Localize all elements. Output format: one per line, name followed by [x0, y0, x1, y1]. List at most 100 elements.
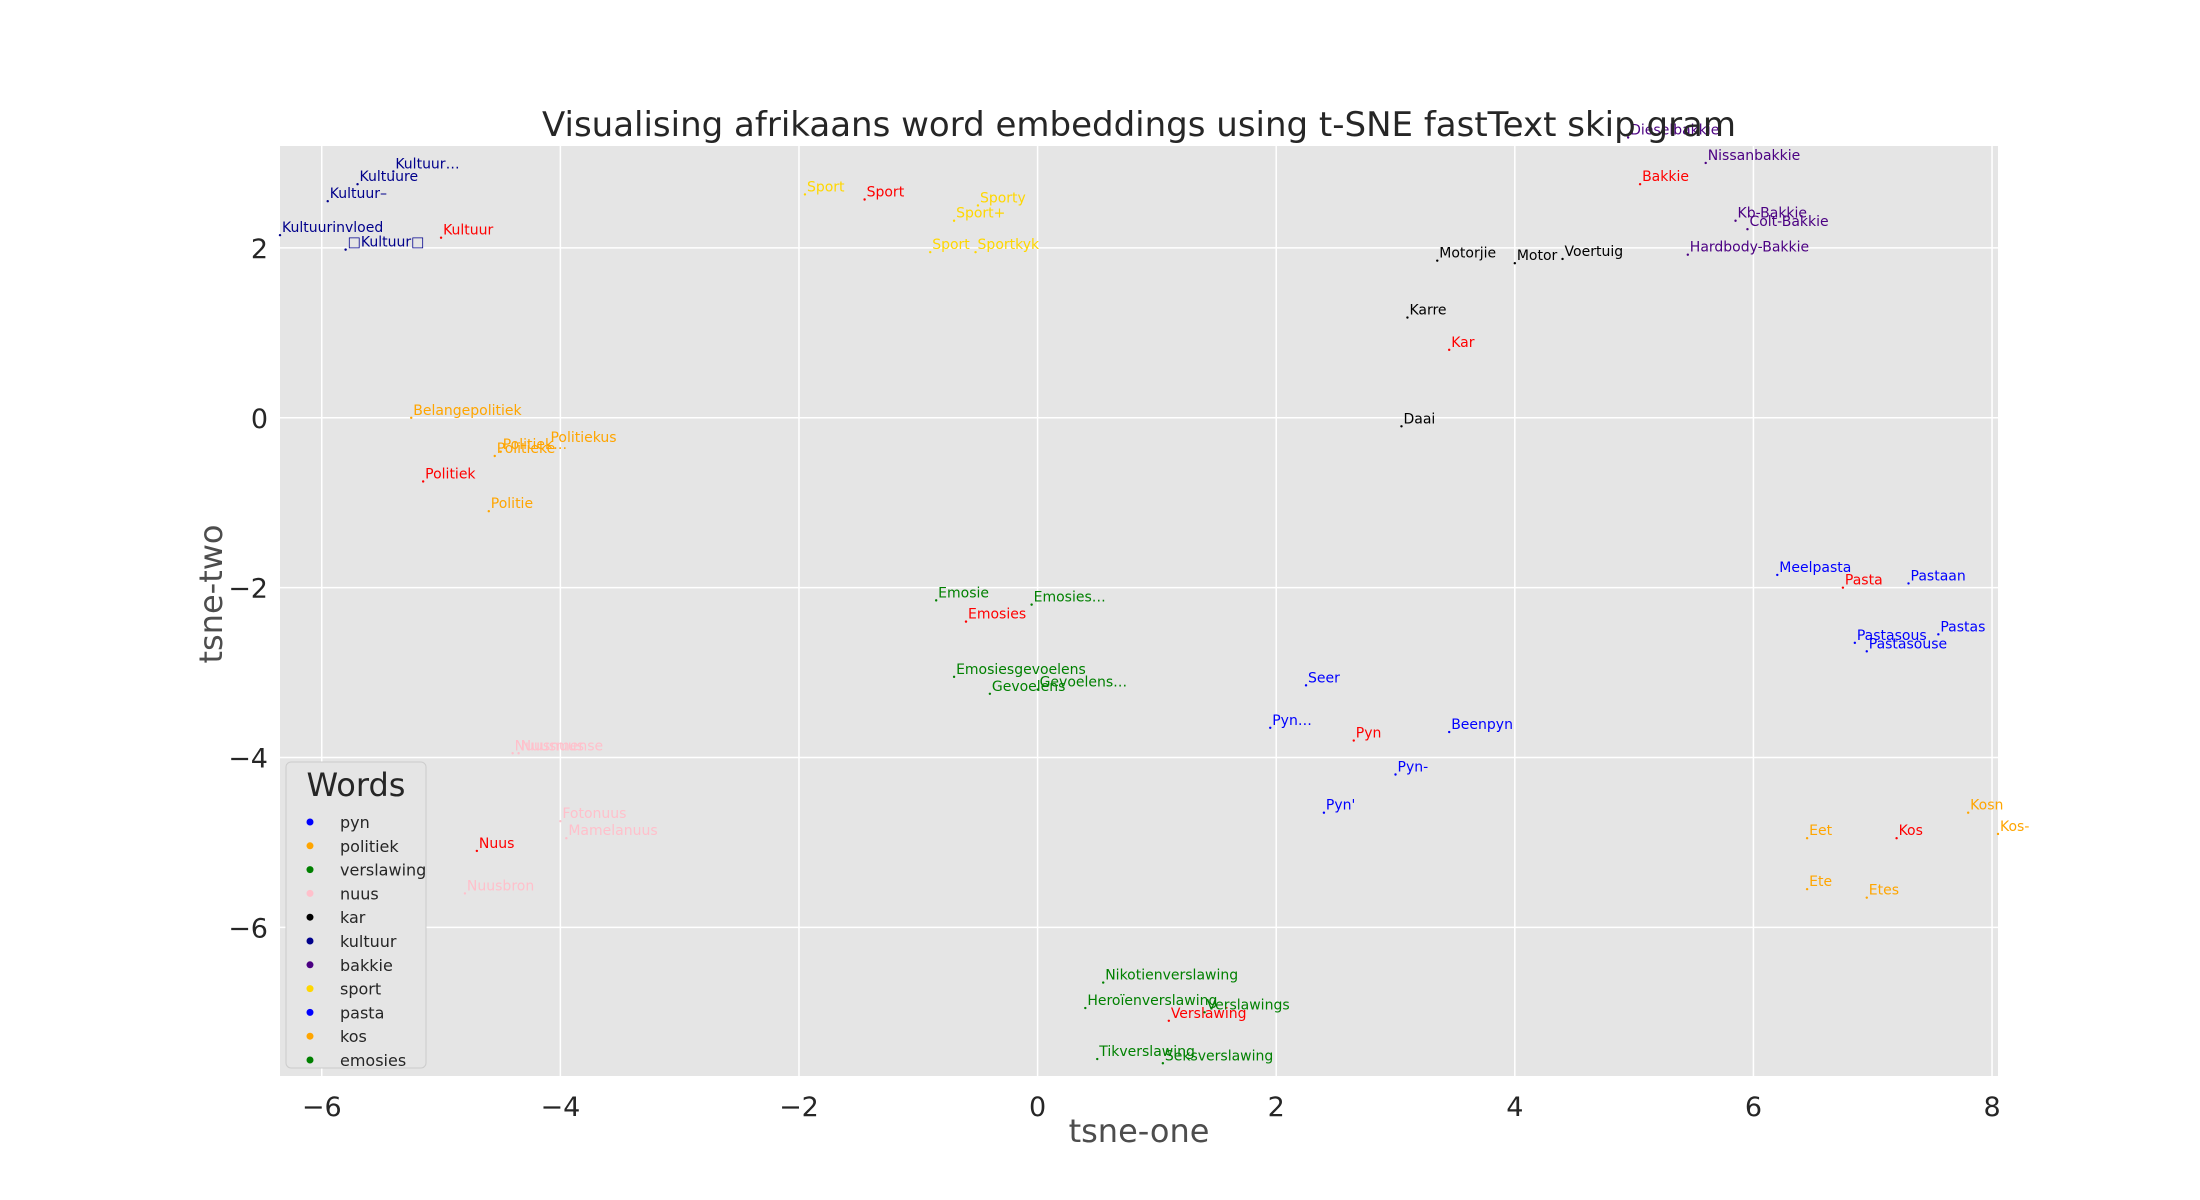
word-label: Kos: [1899, 823, 1923, 839]
x-tick-label: −4: [540, 1092, 580, 1123]
legend-label: kultuur: [340, 932, 397, 951]
point-kar: [1406, 316, 1409, 319]
word-label: Voertuig: [1565, 244, 1624, 260]
point-politiek: [547, 443, 550, 447]
point-verslawing: [1102, 981, 1105, 984]
point-kultuur: [392, 170, 395, 173]
word-label: Gevoelens: [992, 679, 1066, 695]
point-kar: [1513, 262, 1517, 265]
point-kos: [1966, 811, 1970, 814]
plot-background: [280, 146, 1998, 1076]
point-kos: [1805, 887, 1809, 891]
legend-label: kos: [340, 1027, 367, 1046]
point-kar: [1447, 348, 1451, 352]
word-label: Sport: [807, 179, 845, 195]
x-tick-label: 0: [1029, 1092, 1046, 1123]
word-label: Colt-Bakkie: [1749, 214, 1828, 230]
word-label: Emosies: [968, 607, 1026, 623]
point-kultuur: [356, 183, 359, 186]
word-label: Pyn': [1326, 798, 1355, 814]
word-label: Nuusnuus: [515, 738, 584, 754]
word-label: Emosiesgevoelens: [956, 662, 1086, 678]
word-label: Belangepolitiek: [413, 403, 522, 419]
legend-box: [285, 761, 427, 1069]
point-kultuur: [326, 200, 329, 203]
point-kos: [1865, 896, 1868, 899]
word-label: Pyn…: [1272, 713, 1312, 729]
point-pasta: [1907, 582, 1910, 585]
legend-marker: [306, 937, 314, 945]
word-label: Fotonuus: [562, 806, 626, 822]
point-nuus: [559, 820, 562, 823]
x-tick-label: 2: [1268, 1092, 1285, 1123]
point-nuus: [475, 849, 479, 853]
x-tick-label: 6: [1745, 1092, 1762, 1123]
point-kultuur: [278, 233, 282, 237]
word-label: Sport: [867, 185, 905, 201]
point-pasta: [1865, 650, 1868, 653]
word-label: Heroïenverslawing: [1087, 993, 1217, 1009]
point-kos: [1996, 832, 2000, 836]
y-tick-label: −2: [228, 574, 268, 605]
point-kultuur: [344, 248, 347, 251]
word-label: Karre: [1409, 303, 1446, 319]
word-label: Seksverslawing: [1165, 1048, 1273, 1064]
word-label: Politiek: [425, 466, 476, 482]
word-label: Sporty: [980, 190, 1026, 206]
point-kar: [1436, 259, 1439, 262]
word-label: Kultuurinvloed: [282, 220, 383, 236]
word-label: Nuusbron: [467, 878, 534, 894]
legend-label: sport: [340, 980, 381, 999]
word-label: Kultuur…: [395, 156, 459, 172]
word-label: Nikotienverslawing: [1105, 968, 1238, 984]
word-label: Gevoelens…: [1040, 675, 1128, 691]
point-bakkie: [1704, 161, 1707, 165]
legend-marker: [306, 842, 314, 850]
point-pyn: [1352, 739, 1355, 742]
point-pyn: [1447, 730, 1451, 734]
point-emosies: [1036, 688, 1039, 691]
word-label: Kos-: [2000, 819, 2029, 835]
point-politiek: [421, 480, 425, 483]
point-pasta: [1853, 641, 1857, 645]
x-gridlines: [321, 146, 1993, 1076]
legend-marker: [306, 913, 314, 921]
point-politiek: [499, 450, 502, 453]
word-label: Sport+: [956, 206, 1005, 222]
word-label: Verslawing: [1171, 1006, 1247, 1022]
point-kar: [1400, 425, 1403, 428]
point-pyn: [1394, 773, 1397, 776]
word-label: Kultuure: [360, 169, 419, 185]
point-emosies: [964, 620, 968, 623]
word-label: Hardbody-Bakkie: [1690, 240, 1809, 256]
word-label: Seer: [1308, 670, 1340, 686]
point-nuus: [463, 892, 467, 895]
x-tick-labels: −6 −4 −2 0 2 4 6 8: [302, 1092, 2001, 1123]
word-label: Nissanbakkie: [1708, 148, 1801, 164]
word-label: Emosies…: [1034, 590, 1106, 606]
word-label: Verslawings: [1207, 997, 1290, 1013]
point-pasta: [1776, 573, 1779, 577]
word-label: Pastasouse: [1869, 636, 1947, 652]
word-label: Politie: [491, 496, 533, 512]
word-label: Etes: [1869, 883, 1899, 899]
word-label: Ete: [1809, 874, 1832, 890]
word-label: Kultuur–: [330, 186, 387, 202]
point-sport: [929, 250, 932, 254]
word-label: Eet: [1809, 823, 1832, 839]
point-kultuur: [439, 236, 443, 239]
point-pyn: [1304, 684, 1308, 687]
point-politiek: [487, 510, 490, 513]
word-label: Motorjie: [1439, 246, 1496, 262]
legend-marker: [306, 818, 314, 826]
legend-label: politiek: [340, 837, 399, 856]
word-points: Pyn Seer Pyn… Beenpyn Pyn- Pyn' Politiek Belang…: [278, 123, 2029, 1065]
point-emosies: [952, 675, 956, 679]
legend-label: bakkie: [340, 956, 393, 975]
x-tick-label: 4: [1506, 1092, 1523, 1123]
point-bakkie: [1638, 183, 1642, 186]
point-pyn: [1269, 726, 1272, 729]
word-label: Kultuur: [443, 223, 493, 239]
point-bakkie: [1746, 228, 1749, 231]
